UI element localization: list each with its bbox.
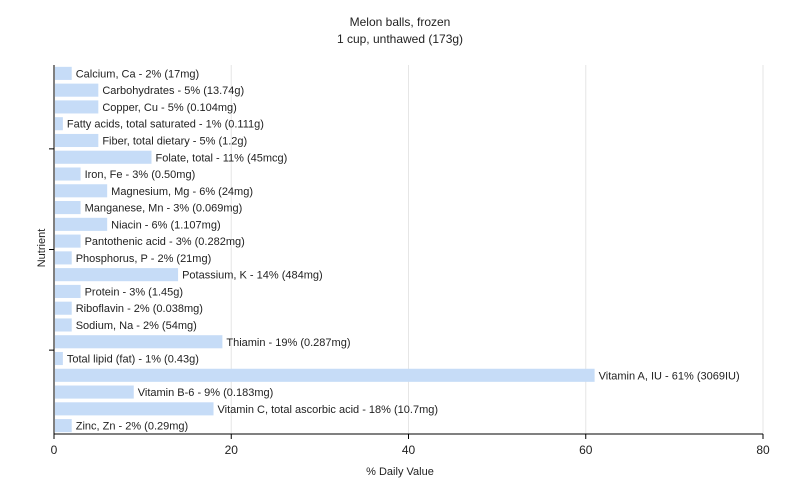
bar-label-15: Sodium, Na - 2% (54mg) xyxy=(76,320,197,332)
bar-label-11: Phosphorus, P - 2% (21mg) xyxy=(76,253,212,265)
bar-1 xyxy=(55,83,99,97)
bar-4 xyxy=(55,133,99,148)
bar-6 xyxy=(55,167,81,181)
bar-15 xyxy=(55,318,72,332)
bar-label-13: Protein - 3% (1.45g) xyxy=(85,286,183,298)
bar-17 xyxy=(55,351,63,366)
x-tick-label-2: 40 xyxy=(402,443,416,457)
bar-label-20: Vitamin C, total ascorbic acid - 18% (10… xyxy=(218,404,439,416)
bar-7 xyxy=(55,184,108,198)
x-tick-label-4: 80 xyxy=(756,443,770,457)
x-tick-label-0: 0 xyxy=(51,443,58,457)
bar-21 xyxy=(55,419,72,433)
bar-label-5: Folate, total - 11% (45mcg) xyxy=(155,152,287,164)
x-tick-label-1: 20 xyxy=(225,443,239,457)
bar-label-19: Vitamin B-6 - 9% (0.183mg) xyxy=(138,387,274,399)
bar-label-16: Thiamin - 19% (0.287mg) xyxy=(226,337,350,349)
x-tick-label-3: 60 xyxy=(579,443,593,457)
bar-label-21: Zinc, Zn - 2% (0.29mg) xyxy=(76,421,188,433)
bar-3 xyxy=(55,117,63,131)
bar-18 xyxy=(55,368,595,382)
bar-8 xyxy=(55,201,81,215)
bar-12 xyxy=(55,268,179,282)
bar-11 xyxy=(55,251,72,265)
bar-2 xyxy=(55,100,99,114)
bar-0 xyxy=(55,66,72,80)
bar-label-0: Calcium, Ca - 2% (17mg) xyxy=(76,68,199,80)
bar-14 xyxy=(55,301,72,315)
bar-label-17: Total lipid (fat) - 1% (0.43g) xyxy=(67,354,199,366)
bar-label-4: Fiber, total dietary - 5% (1.2g) xyxy=(102,135,247,147)
bar-10 xyxy=(55,234,81,248)
bar-13 xyxy=(55,284,81,298)
bar-20 xyxy=(55,402,214,416)
bar-16 xyxy=(55,335,223,349)
y-axis-label: Nutrient xyxy=(36,228,48,268)
bar-label-18: Vitamin A, IU - 61% (3069IU) xyxy=(599,370,740,382)
bar-19 xyxy=(55,385,134,399)
bar-label-9: Niacin - 6% (1.107mg) xyxy=(111,219,220,231)
bar-5 xyxy=(55,150,152,164)
bar-label-6: Iron, Fe - 3% (0.50mg) xyxy=(85,169,196,181)
bar-label-2: Copper, Cu - 5% (0.104mg) xyxy=(102,102,237,114)
x-axis-label: % Daily Value xyxy=(366,466,434,478)
chart-subtitle: 1 cup, unthawed (173g) xyxy=(336,32,464,46)
bar-label-1: Carbohydrates - 5% (13.74g) xyxy=(102,85,244,97)
bar-label-12: Potassium, K - 14% (484mg) xyxy=(182,270,323,282)
bar-label-14: Riboflavin - 2% (0.038mg) xyxy=(76,303,203,315)
bar-label-3: Fatty acids, total saturated - 1% (0.111… xyxy=(67,119,264,131)
bar-9 xyxy=(55,217,108,231)
bar-label-10: Pantothenic acid - 3% (0.282mg) xyxy=(85,236,245,248)
chart-title: Melon balls, frozen xyxy=(349,15,451,29)
bar-label-8: Manganese, Mn - 3% (0.069mg) xyxy=(85,203,243,215)
bar-label-7: Magnesium, Mg - 6% (24mg) xyxy=(111,186,253,198)
